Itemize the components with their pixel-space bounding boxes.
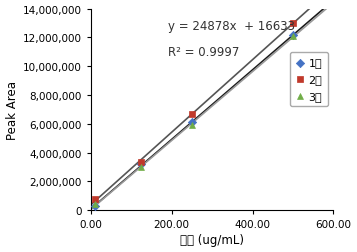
3자 bbox=[189, 124, 195, 128]
2자 bbox=[139, 160, 144, 164]
X-axis label: 농도 (ug/mL): 농도 (ug/mL) bbox=[180, 234, 244, 246]
1자 bbox=[290, 34, 296, 38]
3자 bbox=[139, 165, 144, 169]
1자 bbox=[189, 121, 195, 125]
1자 bbox=[139, 163, 144, 167]
2자 bbox=[189, 112, 195, 116]
1자 bbox=[92, 205, 98, 209]
2자 bbox=[92, 198, 98, 202]
Y-axis label: Peak Area: Peak Area bbox=[6, 81, 19, 139]
3자 bbox=[290, 35, 296, 39]
Text: R² = 0.9997: R² = 0.9997 bbox=[169, 46, 240, 59]
2자 bbox=[290, 22, 296, 26]
Text: y = 24878x  + 16633: y = 24878x + 16633 bbox=[169, 20, 295, 33]
Legend: 1자, 2자, 3자: 1자, 2자, 3자 bbox=[290, 53, 328, 107]
3자 bbox=[92, 203, 98, 207]
